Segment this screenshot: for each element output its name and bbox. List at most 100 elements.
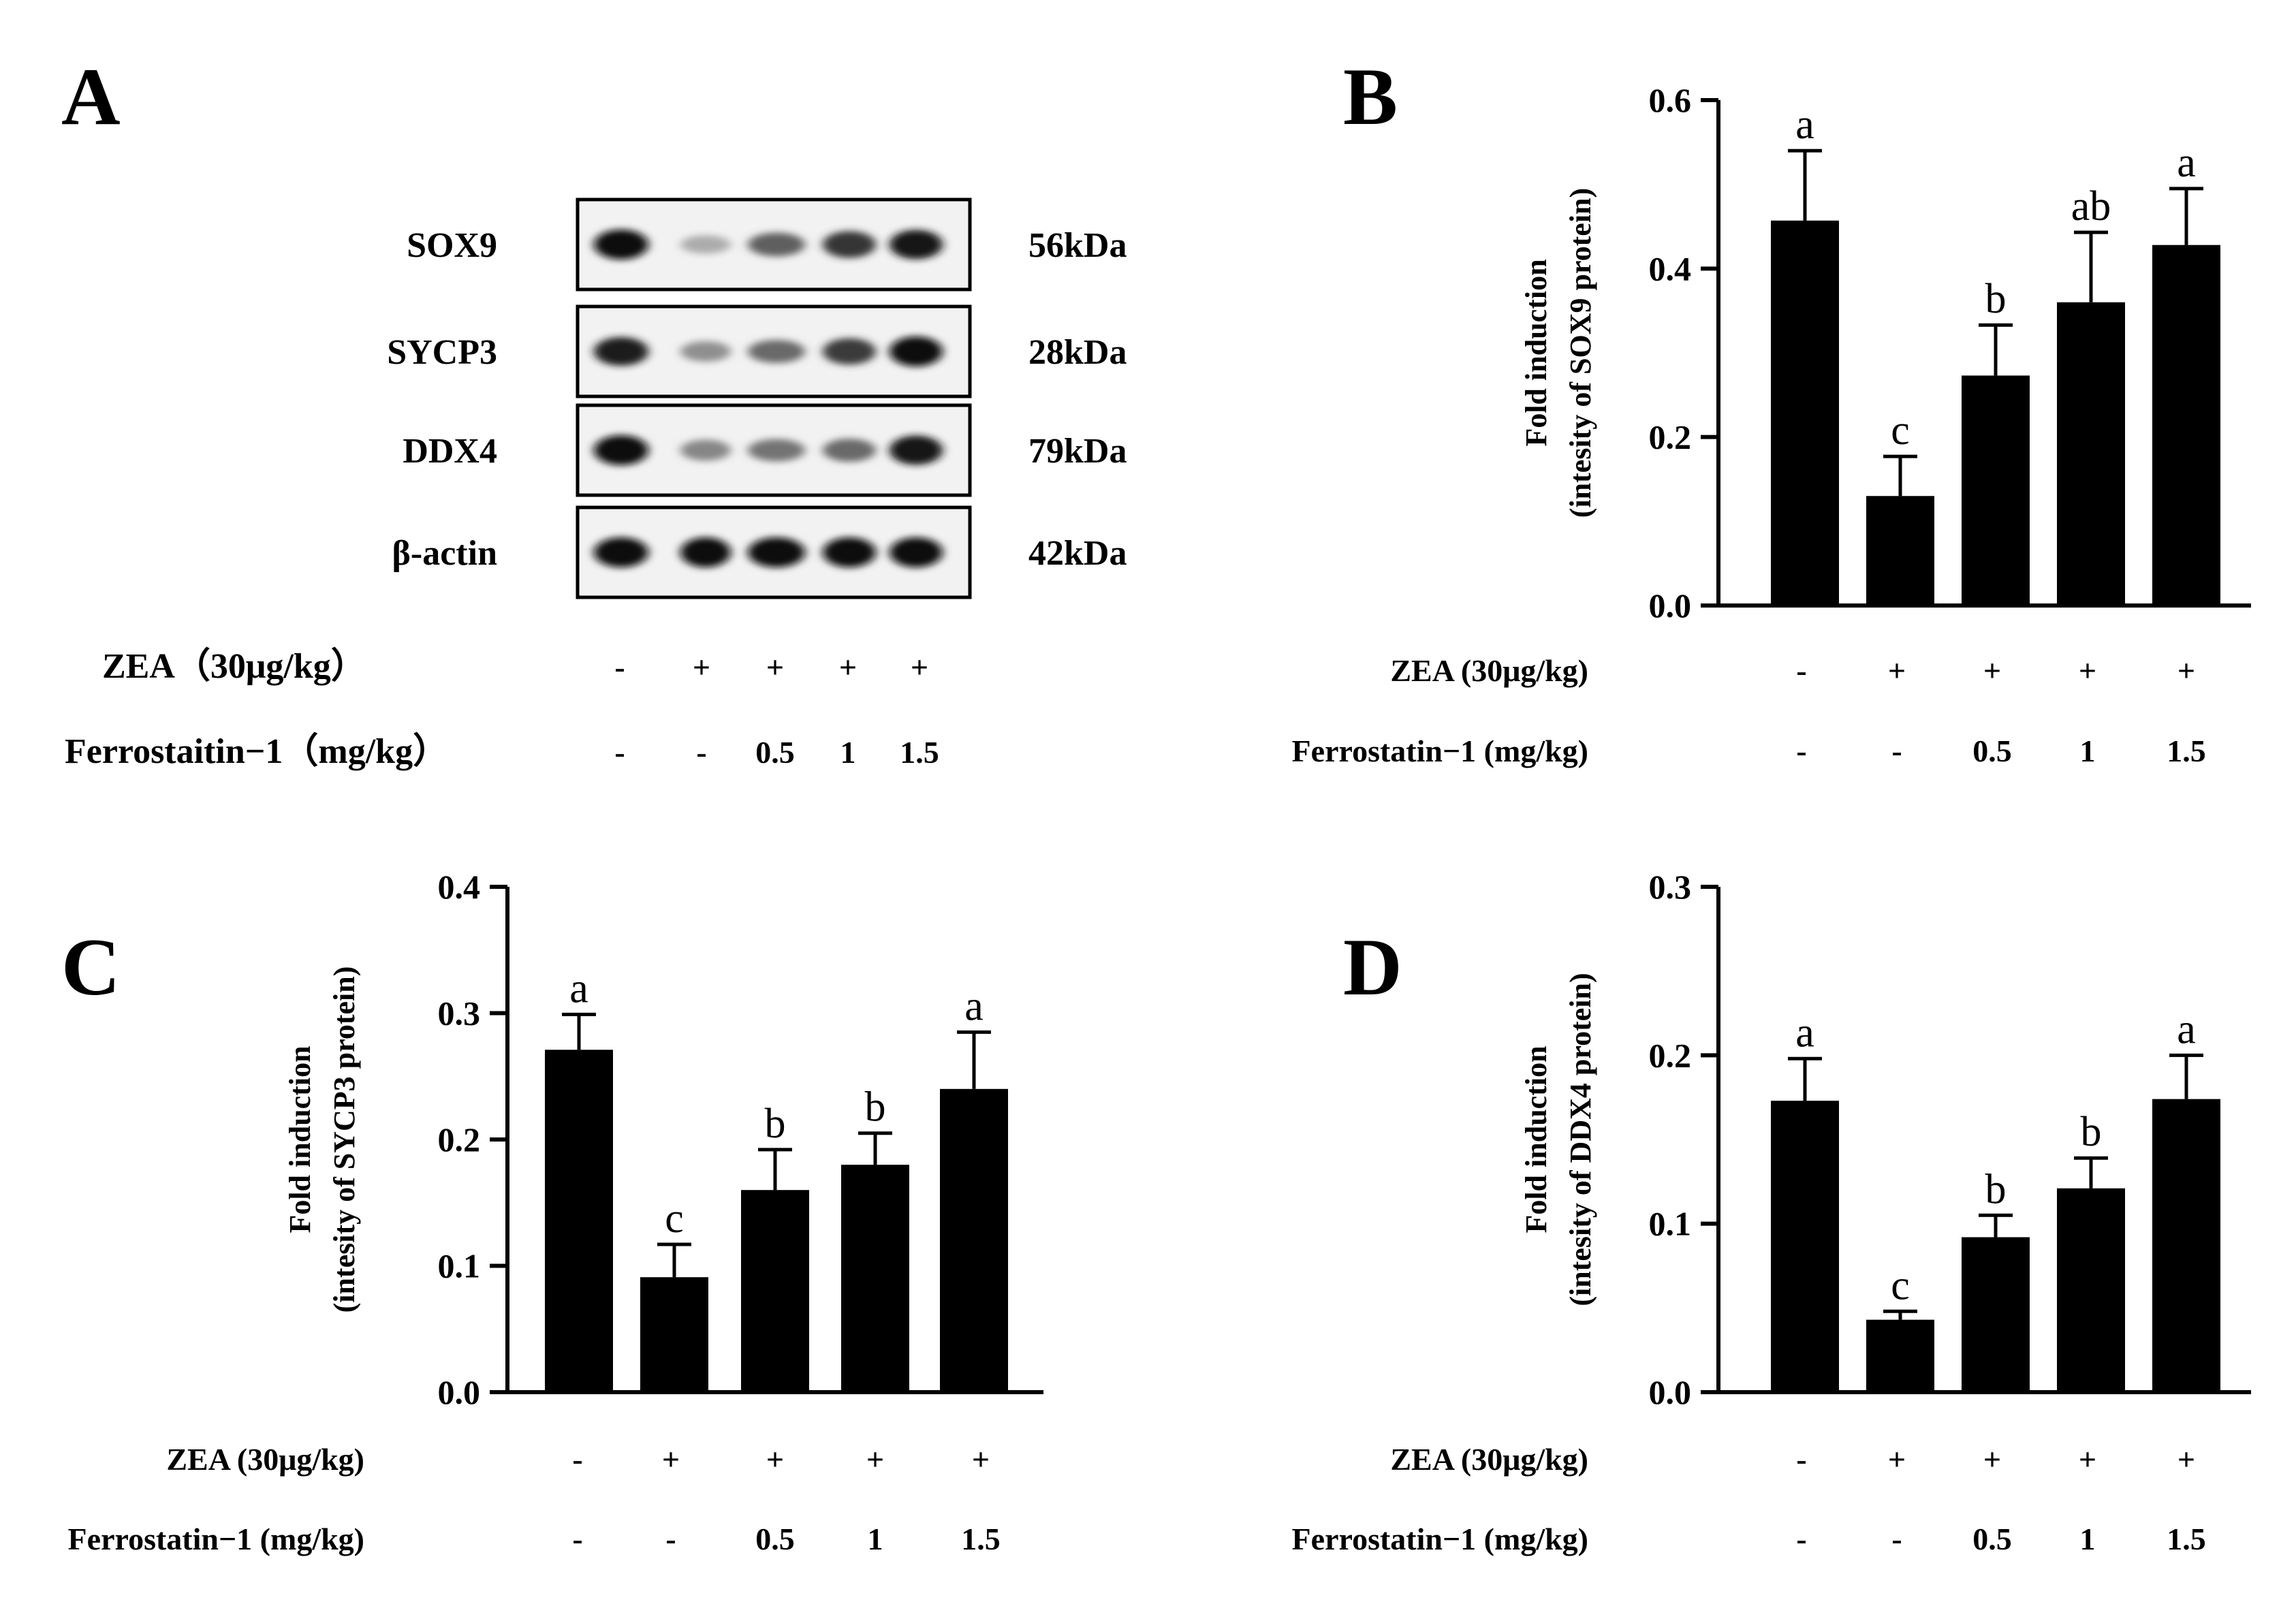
treatment-value: -: [1891, 734, 1902, 768]
significance-letter: ab: [2071, 183, 2111, 230]
blot-kda-label: 79kDa: [1028, 432, 1127, 471]
treatment-value: +: [766, 650, 784, 685]
treatment-value: -: [696, 735, 706, 770]
bar: [940, 1088, 1008, 1392]
treatment-value: -: [665, 1522, 676, 1556]
treatment-value: 0.5: [755, 735, 795, 770]
treatment-row: ZEA (30μg/kg) - + + + +: [166, 1442, 990, 1477]
treatment-row: Ferrostatin−1 (mg/kg) - - 0.5 1 1.5: [1292, 734, 2206, 768]
blot-band: [748, 439, 805, 462]
y-tick-label: 0.1: [1649, 1205, 1692, 1243]
blot-band: [890, 230, 943, 260]
bar: [1962, 375, 2030, 606]
treatment-value: -: [614, 650, 625, 685]
blot-band: [594, 337, 648, 366]
panel-d-letter: D: [1343, 922, 1402, 1012]
bar: [2152, 1099, 2220, 1392]
treatment-value: 1.5: [900, 735, 939, 770]
significance-letter: a: [1795, 1009, 1814, 1056]
y-axis-label: Fold induction (intesity of SYCP3 protein…: [283, 966, 361, 1313]
panel-a-letter: A: [61, 51, 121, 142]
treatment-value: -: [572, 1442, 582, 1477]
bars: a c b b a: [545, 965, 1008, 1392]
treatment-row: ZEA (30μg/kg) - + + + +: [1390, 653, 2195, 688]
panel-a-western-blot: A SOX9 56kDa SYCP3 28kDa DDX4 79kDa β-actin 42k…: [61, 51, 1127, 771]
y-tick-label: 0.3: [1649, 868, 1692, 906]
panel-b-letter: B: [1343, 51, 1398, 142]
treatment-value: +: [2177, 653, 2195, 688]
treatment-value: 1: [868, 1522, 883, 1556]
treatment-value: -: [1796, 653, 1806, 688]
treatment-value: +: [1983, 1442, 2001, 1477]
blot-band: [890, 537, 943, 567]
blot-band: [823, 439, 876, 462]
y-tick-label: 0.6: [1649, 81, 1692, 119]
blot-kda-label: 56kDa: [1028, 226, 1127, 265]
blot-band: [890, 336, 943, 366]
y-tick-label: 0.2: [438, 1120, 481, 1159]
significance-letter: b: [765, 1101, 786, 1147]
treatment-value: +: [839, 650, 857, 685]
bar: [545, 1050, 613, 1392]
y-tick-label: 0.4: [1649, 249, 1692, 287]
treatment-value: -: [1796, 1442, 1806, 1477]
blot-band: [823, 338, 876, 365]
treatment-value: +: [766, 1442, 784, 1477]
blot-band: [748, 232, 805, 257]
blot-3: DDX4 79kDa: [403, 403, 1127, 497]
y-tick-label: 0.0: [1649, 1373, 1692, 1411]
treatment-value: 1: [2080, 1522, 2096, 1556]
treatment-value: +: [2079, 1442, 2096, 1477]
blot-protein-label: β-actin: [392, 534, 498, 573]
blot-band: [594, 435, 648, 465]
blot-1: SOX9 56kDa: [407, 198, 1127, 292]
y-axis-label-line1: Fold induction: [1520, 1045, 1553, 1233]
blot-protein-label: DDX4: [403, 432, 497, 471]
treatment-label: Ferrostaitin−1（mg/kg）: [65, 732, 448, 771]
treatment-value: 1.5: [2167, 1522, 2206, 1556]
panel-c-sycp3-chart: C 0.0 0.1 0.2 0.3 0.4 Fold induction (intesity…: [61, 868, 1043, 1556]
blot-treatment-row: ZEA（30μg/kg） - + + + +: [102, 646, 928, 686]
blot-kda-label: 42kDa: [1028, 534, 1127, 573]
significance-letter: b: [1985, 276, 2007, 322]
bar: [640, 1277, 708, 1392]
bar: [2152, 245, 2220, 606]
y-axis-label-line2: (intesity of SOX9 protein): [1564, 188, 1597, 518]
y-axis-label-line2: (intesity of DDX4 protein): [1564, 973, 1597, 1306]
y-tick-label: 0.0: [1649, 586, 1692, 625]
significance-letter: a: [2177, 1006, 2196, 1052]
treatment-value: +: [911, 650, 928, 685]
blot-band: [680, 537, 731, 567]
treatment-value: +: [1888, 1442, 1906, 1477]
treatment-row: ZEA (30μg/kg) - + + + +: [1390, 1442, 2195, 1477]
significance-letter: a: [964, 983, 984, 1029]
y-axis-label-line2: (intesity of SYCP3 protein): [328, 966, 361, 1313]
significance-letter: b: [1985, 1166, 2007, 1212]
treatment-value: +: [2177, 1442, 2195, 1477]
treatment-value: -: [614, 735, 625, 770]
y-tick-label: 0.2: [1649, 418, 1692, 456]
treatment-value: +: [693, 650, 710, 685]
treatment-value: +: [2079, 653, 2096, 688]
bar: [2057, 302, 2125, 606]
treatment-label: ZEA (30μg/kg): [1390, 1442, 1588, 1477]
treatment-value: -: [1796, 734, 1806, 768]
y-tick-label: 0.1: [438, 1247, 481, 1285]
bar: [2057, 1188, 2125, 1392]
significance-letter: c: [1891, 1262, 1910, 1308]
treatment-value: +: [972, 1442, 990, 1477]
blot-band: [823, 537, 876, 567]
y-tick-label: 0.0: [438, 1373, 481, 1411]
bar: [1771, 220, 1839, 606]
axes: 0.0 0.2 0.4 0.6: [1649, 81, 2251, 625]
treatment-value: 0.5: [1972, 1522, 2012, 1556]
treatment-value: -: [1891, 1522, 1902, 1556]
blot-treatment-row: Ferrostaitin−1（mg/kg） - - 0.5 1 1.5: [65, 732, 939, 771]
blot-protein-label: SOX9: [407, 226, 497, 265]
treatment-value: +: [1888, 653, 1906, 688]
bar: [841, 1165, 909, 1392]
blot-protein-label: SYCP3: [387, 333, 497, 372]
treatment-value: 0.5: [1972, 734, 2012, 768]
treatment-value: -: [1796, 1522, 1806, 1556]
treatment-label: ZEA (30μg/kg): [166, 1442, 364, 1477]
